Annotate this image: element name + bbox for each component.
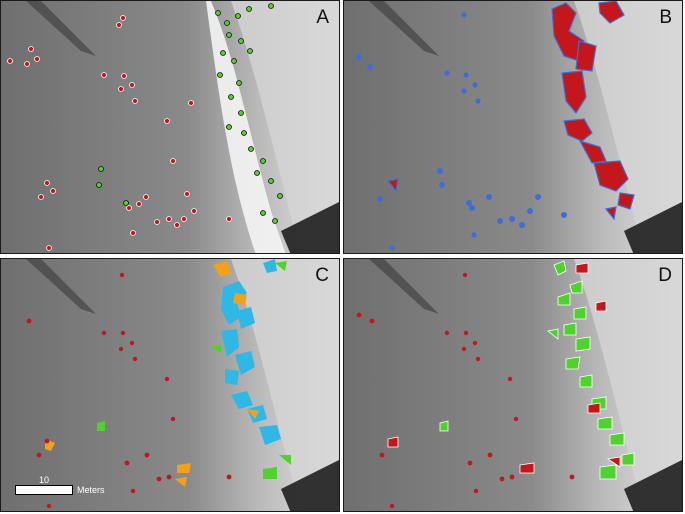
panel-d-label: D — [658, 265, 672, 286]
panel-b: B — [343, 0, 683, 254]
panel-a-markers — [7, 3, 283, 251]
panel-c-label: C — [315, 265, 329, 286]
panel-b-small-blobs — [356, 12, 567, 251]
panel-b-image — [344, 1, 682, 253]
scale-bar-value: 10 — [39, 475, 50, 485]
panel-c: C 10 Meters — [0, 258, 340, 512]
panel-c-red-markers — [26, 272, 232, 509]
panel-b-regions — [386, 1, 635, 221]
scale-bar-unit: Meters — [77, 485, 105, 495]
panel-d-red-regions — [387, 262, 621, 474]
panel-c-green-regions — [97, 261, 291, 479]
scale-bar-rectangle — [15, 485, 73, 495]
panel-c-orange-regions — [45, 261, 259, 487]
panel-d: D — [343, 258, 683, 512]
scale-bar: 10 Meters — [15, 475, 105, 495]
panel-d-red-markers — [356, 272, 575, 509]
panel-b-label: B — [659, 7, 672, 28]
panel-a-image — [1, 1, 339, 253]
panel-d-image — [344, 259, 682, 511]
panel-a-label: A — [316, 7, 329, 28]
panel-c-image — [1, 259, 339, 511]
panel-a: A — [0, 0, 340, 254]
